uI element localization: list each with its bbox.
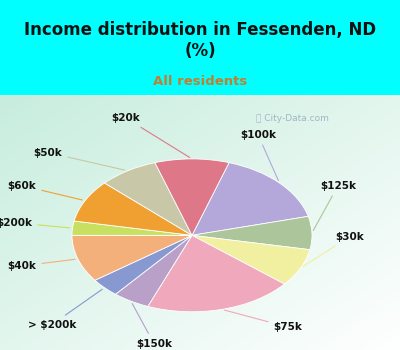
- Wedge shape: [74, 183, 192, 235]
- Wedge shape: [192, 163, 308, 235]
- Text: $125k: $125k: [313, 181, 356, 231]
- Text: > $200k: > $200k: [28, 289, 102, 329]
- Text: $200k: $200k: [0, 218, 70, 228]
- Wedge shape: [72, 235, 192, 280]
- Text: $75k: $75k: [224, 310, 302, 332]
- Text: ⓘ City-Data.com: ⓘ City-Data.com: [256, 114, 328, 122]
- Wedge shape: [104, 163, 192, 235]
- Text: $40k: $40k: [8, 259, 75, 271]
- Wedge shape: [155, 159, 229, 235]
- Text: $20k: $20k: [112, 113, 190, 158]
- Wedge shape: [95, 235, 192, 294]
- Text: Income distribution in Fessenden, ND
(%): Income distribution in Fessenden, ND (%): [24, 21, 376, 60]
- Wedge shape: [72, 221, 192, 235]
- Wedge shape: [192, 216, 312, 250]
- Text: $50k: $50k: [34, 148, 125, 170]
- Text: $60k: $60k: [8, 181, 82, 200]
- Wedge shape: [148, 235, 284, 312]
- Wedge shape: [192, 235, 310, 284]
- Text: $150k: $150k: [132, 303, 172, 349]
- Text: $100k: $100k: [240, 130, 278, 181]
- Text: $30k: $30k: [303, 232, 364, 266]
- Text: All residents: All residents: [153, 75, 247, 88]
- Wedge shape: [116, 235, 192, 306]
